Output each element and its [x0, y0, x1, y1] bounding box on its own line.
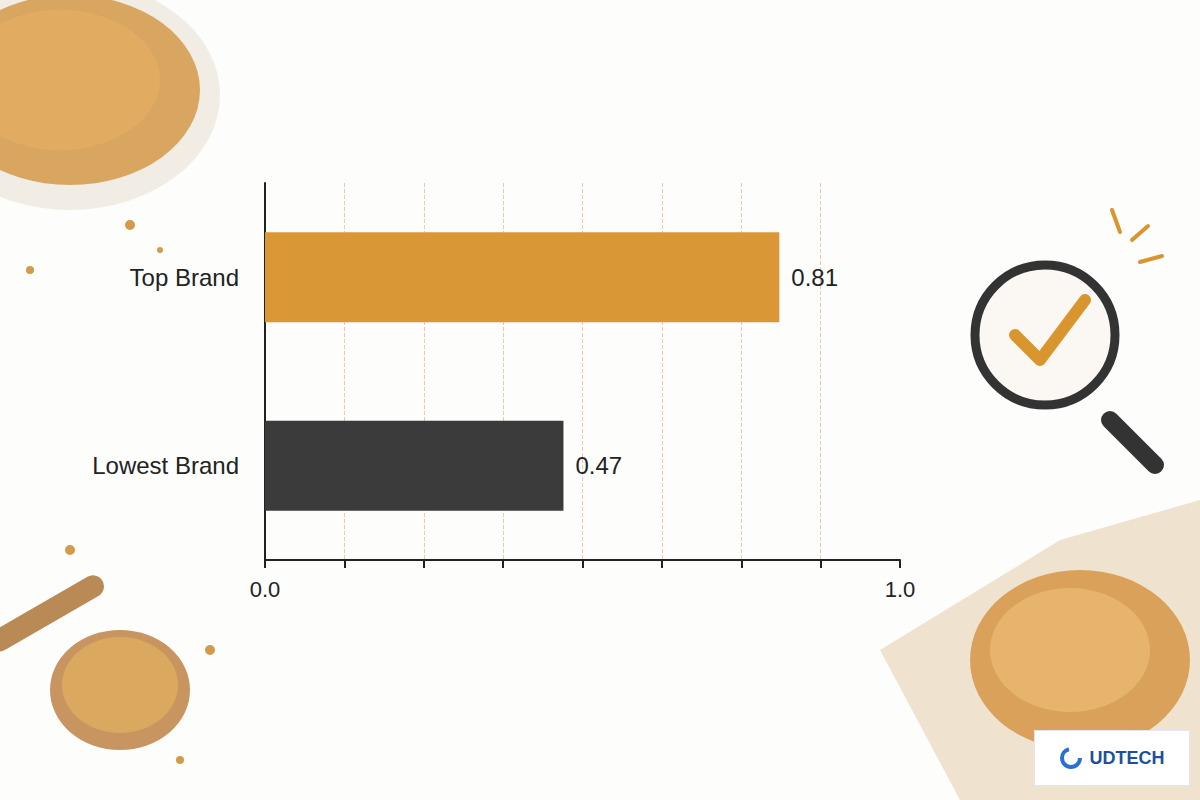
- svg-text:0.81: 0.81: [791, 264, 838, 291]
- svg-text:0.0: 0.0: [250, 577, 281, 602]
- svg-text:1.0: 1.0: [885, 577, 916, 602]
- svg-text:Lowest Brand: Lowest Brand: [92, 452, 239, 479]
- html-text:UDTECH: UDTECH: [1089, 747, 1165, 768]
- svg-text:Top Brand: Top Brand: [130, 264, 239, 291]
- svg-text:0.47: 0.47: [575, 452, 622, 479]
